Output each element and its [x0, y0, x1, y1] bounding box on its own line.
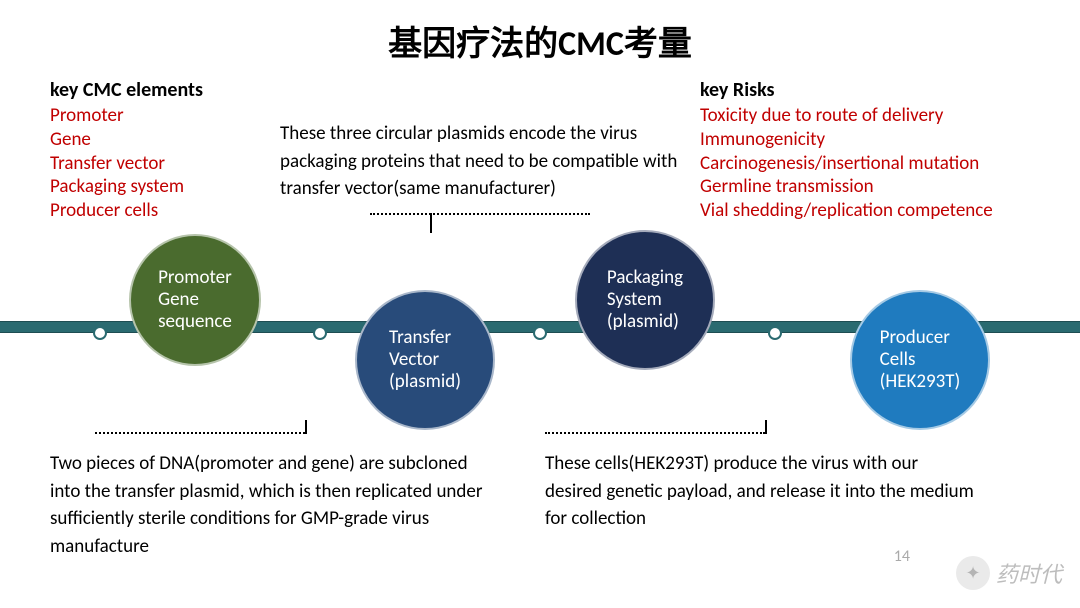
- diagram-node: Promoter Gene sequence: [129, 234, 261, 366]
- risks-list-item: Vial shedding/replication competence: [700, 199, 993, 223]
- elements-list-item: Gene: [50, 128, 184, 152]
- slide-title: 基因疗法的CMC考量: [0, 16, 1080, 65]
- risks-heading: key Risks: [700, 78, 775, 102]
- watermark-text: 药时代: [996, 557, 1062, 589]
- diagram-node-label: Promoter Gene sequence: [158, 267, 232, 333]
- watermark: ✦ 药时代: [956, 556, 1062, 590]
- connector-dots: [545, 432, 765, 434]
- diagram-node-label: Transfer Vector (plasmid): [389, 327, 461, 393]
- diagram-node-label: Producer Cells (HEK293T): [880, 327, 961, 393]
- risks-list: Toxicity due to route of deliveryImmunog…: [700, 104, 993, 223]
- elements-list-item: Promoter: [50, 104, 184, 128]
- connector-dots: [370, 213, 590, 215]
- diagram-node: Transfer Vector (plasmid): [355, 290, 495, 430]
- risks-list-item: Toxicity due to route of delivery: [700, 104, 993, 128]
- risks-list-item: Germline transmission: [700, 175, 993, 199]
- connector-vertical: [765, 420, 767, 434]
- axis-marker: [93, 326, 107, 340]
- connector-vertical: [430, 213, 432, 233]
- elements-list-item: Transfer vector: [50, 152, 184, 176]
- risks-list-item: Carcinogenesis/insertional mutation: [700, 152, 993, 176]
- annotation-bottom-left: Two pieces of DNA(promoter and gene) are…: [50, 450, 500, 560]
- elements-list-item: Packaging system: [50, 175, 184, 199]
- diagram-node-label: Packaging System (plasmid): [607, 267, 683, 333]
- title-cn2: 考量: [624, 26, 692, 63]
- axis-marker: [313, 326, 327, 340]
- elements-list-item: Producer cells: [50, 199, 184, 223]
- connector-dots: [95, 432, 305, 434]
- elements-list: PromoterGeneTransfer vectorPackaging sys…: [50, 104, 184, 223]
- title-latin: CMC: [558, 24, 624, 65]
- annotation-bottom-right: These cells(HEK293T) produce the virus w…: [545, 450, 975, 533]
- risks-list-item: Immunogenicity: [700, 128, 993, 152]
- wechat-icon: ✦: [956, 556, 990, 590]
- title-cn1: 基因疗法的: [388, 26, 558, 63]
- axis-marker: [768, 326, 782, 340]
- annotation-top: These three circular plasmids encode the…: [280, 120, 680, 203]
- diagram-node: Producer Cells (HEK293T): [850, 290, 990, 430]
- axis-marker: [533, 326, 547, 340]
- connector-vertical: [305, 420, 307, 434]
- page-number: 14: [894, 547, 910, 566]
- elements-heading: key CMC elements: [50, 78, 203, 102]
- diagram-node: Packaging System (plasmid): [575, 230, 715, 370]
